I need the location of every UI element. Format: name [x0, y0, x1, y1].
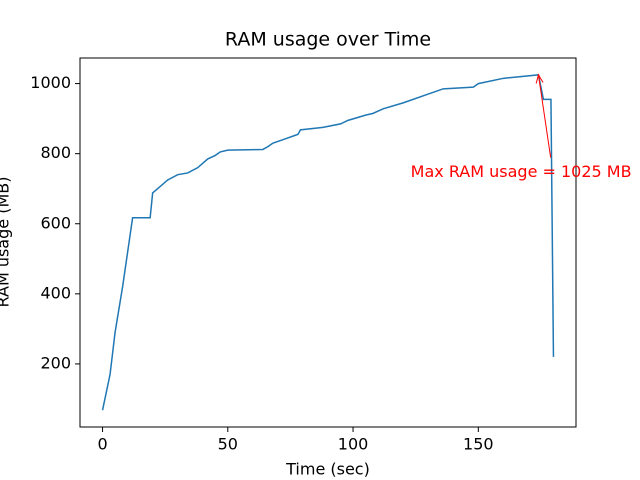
x-axis-label: Time (sec)	[285, 460, 370, 479]
plot-frame	[79, 57, 577, 428]
x-tick-label: 0	[97, 435, 107, 454]
annotation-arrowhead	[535, 73, 544, 84]
chart-title: RAM usage over Time	[225, 29, 431, 51]
x-tick-label: 150	[463, 435, 494, 454]
annotation-arrow	[537, 74, 552, 158]
y-tick-label: 1000	[30, 73, 71, 92]
y-tick-label: 400	[40, 283, 71, 302]
x-tick-label: 50	[218, 435, 238, 454]
annotation-text: Max RAM usage = 1025 MB	[411, 162, 632, 181]
y-axis-label: RAM usage (MB)	[0, 177, 13, 308]
y-tick-label: 200	[40, 353, 71, 372]
y-tick-label: 800	[40, 143, 71, 162]
data-line	[101, 74, 555, 411]
y-tick-label: 600	[40, 213, 71, 232]
x-tick-label: 100	[338, 435, 369, 454]
